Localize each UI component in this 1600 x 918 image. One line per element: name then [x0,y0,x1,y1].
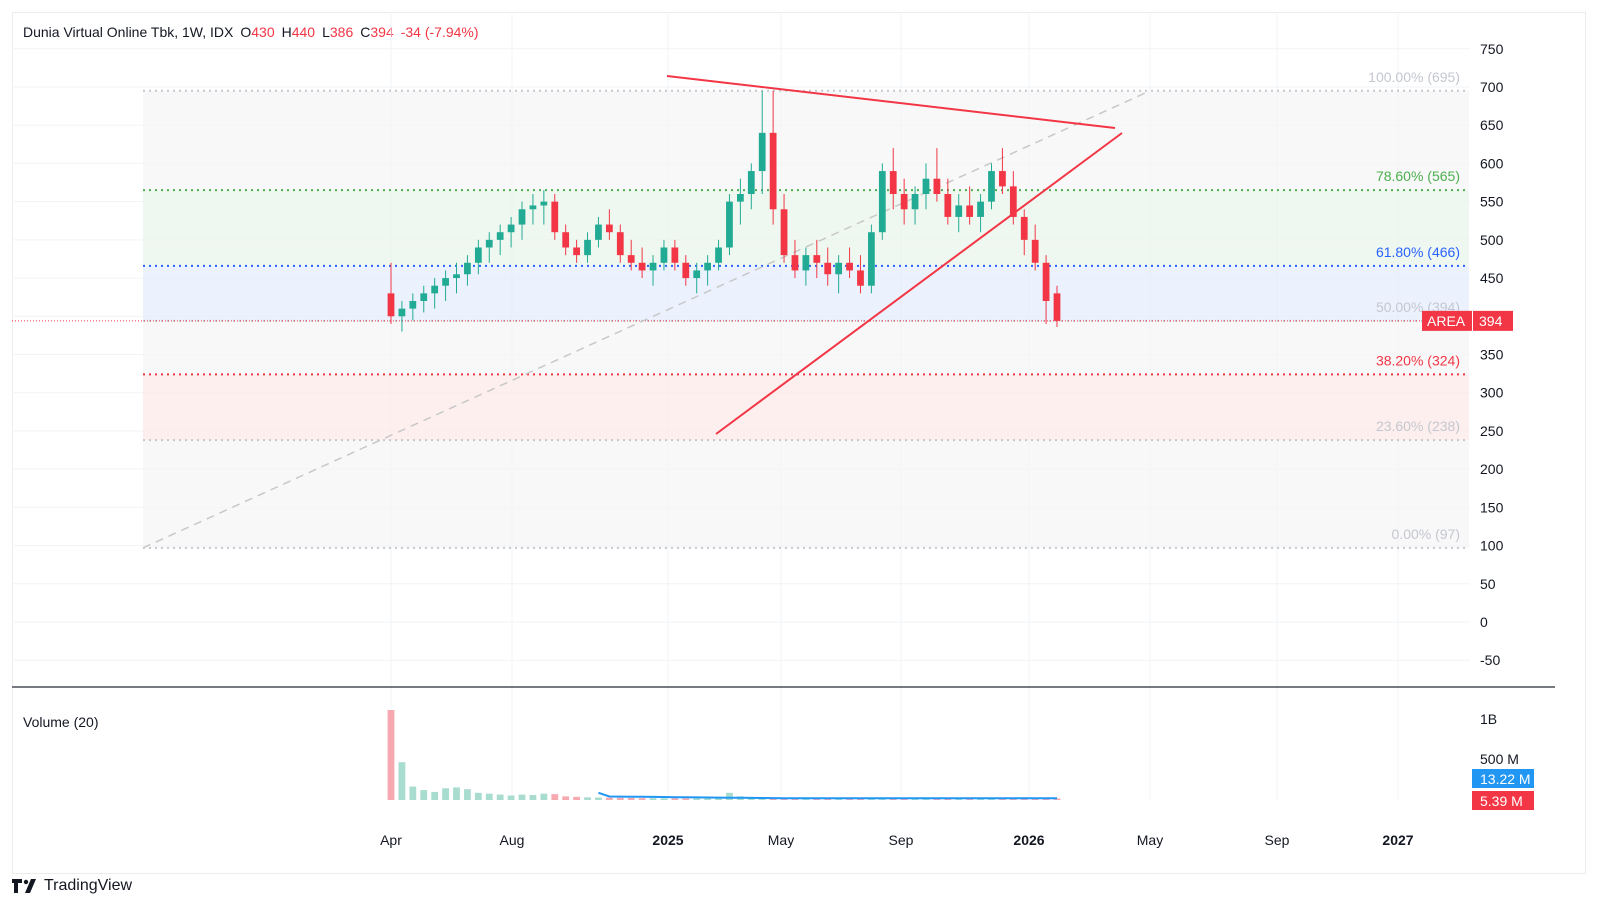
chart-frame [12,12,1586,874]
brand-name: TradingView [44,877,133,894]
legend-close-value: 394 [370,24,394,40]
legend-high-label: H [281,24,292,40]
legend-change: -34 (-7.94%) [400,24,479,40]
legend-symbol: Dunia Virtual Online Tbk, 1W, IDX [23,24,234,40]
legend-open-label: O [240,24,252,40]
legend-open-value: 430 [251,24,275,40]
volume-title: Volume (20) [23,714,99,730]
legend-low-value: 386 [329,24,354,40]
legend-high-value: 440 [291,24,316,40]
legend-low-label: L [322,24,330,40]
tradingview-logo[interactable]: TradingView [12,877,132,895]
tradingview-logo-icon [12,879,36,893]
legend-close-label: C [360,24,371,40]
chart-legend: Dunia Virtual Online Tbk, 1W, IDX O430 H44… [23,24,479,40]
